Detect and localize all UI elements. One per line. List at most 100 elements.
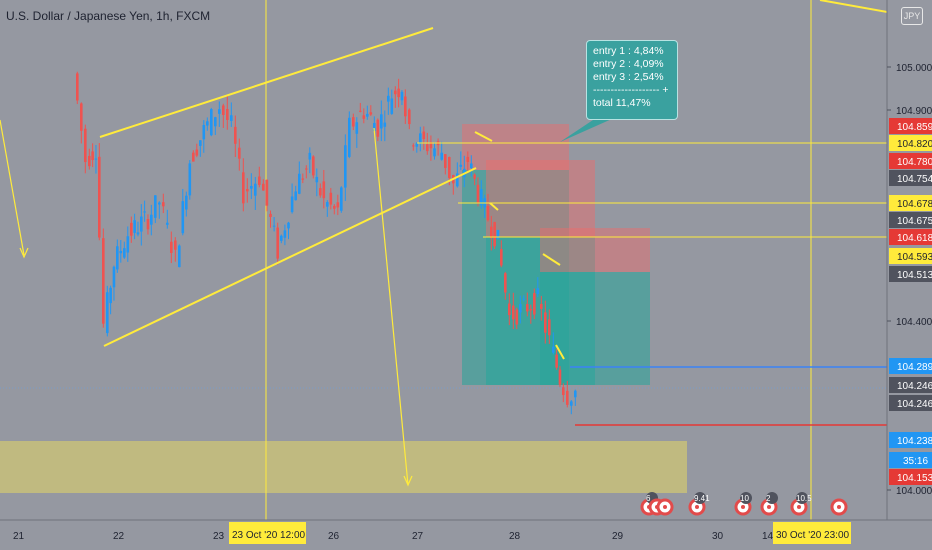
candle-body: [170, 241, 173, 253]
time-label-bg: [229, 522, 306, 544]
candle-body: [496, 230, 500, 240]
stop-zone-2: [486, 160, 595, 237]
candle-body: [369, 112, 373, 115]
candle-body: [158, 202, 161, 205]
note-line-separator: ------------------- +: [593, 84, 669, 96]
candle-body: [178, 245, 181, 268]
candle-body: [448, 157, 451, 179]
candle-body: [195, 149, 199, 156]
price-label-bg: [889, 212, 932, 228]
price-label: 104.678: [897, 199, 932, 210]
candle-body: [301, 178, 305, 180]
candle-body: [408, 109, 411, 125]
candle-body: [322, 181, 326, 199]
note-line-entry-3: entry 3 : 2,54%: [593, 71, 664, 83]
candle-body: [130, 222, 133, 236]
candle-body: [262, 183, 265, 191]
x-tick-label: 26: [328, 531, 340, 542]
candle-body: [272, 225, 276, 227]
price-label: 104.153: [897, 473, 932, 484]
price-label-bg: [889, 135, 932, 151]
marker-dash-2: [489, 202, 499, 211]
candle-body: [555, 354, 558, 368]
price-label-bg: [889, 358, 932, 374]
candle-body: [80, 103, 83, 131]
down-arrow-head: [403, 475, 413, 487]
candle-body: [352, 117, 355, 127]
candle-body: [400, 91, 404, 101]
marker-dash-1: [474, 131, 493, 142]
event-badge: 10.5: [790, 492, 812, 516]
event-icon-dot: [695, 505, 699, 509]
event-count-bg: [694, 492, 706, 504]
currency-badge[interactable]: JPY: [901, 7, 923, 25]
entries-note[interactable]: entry 1 : 4,84% entry 2 : 4,09% entry 3 …: [586, 40, 678, 120]
price-label: 104.246: [897, 399, 932, 410]
candle-body: [102, 238, 105, 324]
candle-body: [476, 184, 480, 203]
price-label: 104.238: [897, 436, 932, 447]
candle-body: [254, 183, 257, 196]
candle-body: [294, 191, 297, 201]
candle-body: [188, 163, 192, 196]
candle-body: [504, 273, 507, 293]
note-line-entry-2: entry 2 : 4,09%: [593, 58, 664, 70]
candle-body: [214, 117, 217, 127]
candle-body: [265, 179, 269, 206]
candle-body: [106, 292, 109, 334]
candle-body: [210, 109, 213, 136]
y-tick-label: 105.000: [896, 63, 932, 74]
candle-body: [234, 126, 237, 144]
candle-body: [333, 205, 336, 209]
candle-body: [415, 143, 419, 147]
event-icon-dot: [767, 505, 771, 509]
event-icon-dot: [797, 505, 801, 509]
x-tick-label: 28: [509, 531, 521, 542]
event-count: 9.41: [694, 494, 710, 503]
x-tick-label: 27: [412, 531, 424, 542]
stop-zone-3: [540, 228, 650, 272]
candle-body: [508, 303, 511, 316]
left-arrow-line: [0, 119, 25, 256]
price-label: 104.859: [897, 122, 932, 133]
candle-body: [533, 293, 536, 315]
x-tick-label: 23: [213, 531, 225, 542]
candle-body: [226, 109, 229, 120]
candle-body: [373, 122, 376, 131]
price-label: 35:16: [903, 456, 928, 467]
y-tick-label: 104.000: [896, 486, 932, 497]
candle-body: [515, 309, 519, 325]
price-label-bg: [889, 195, 932, 211]
marker-dash-4: [555, 344, 565, 360]
candle-body: [486, 206, 490, 221]
price-label: 104.618: [897, 233, 932, 244]
candle-body: [466, 156, 470, 162]
price-label-bg: [889, 170, 932, 186]
candle-body: [433, 148, 436, 157]
candle-body: [143, 211, 146, 213]
candle-body: [522, 298, 526, 300]
candle-body: [116, 246, 119, 270]
candle-body: [287, 222, 290, 229]
x-tick-label: 29: [612, 531, 624, 542]
candle-body: [344, 145, 347, 188]
candle-body: [202, 125, 206, 140]
candle-body: [88, 155, 91, 167]
candle-body: [181, 201, 185, 234]
price-label: 104.675: [897, 216, 932, 227]
price-label-bg: [889, 452, 932, 468]
candle-body: [394, 90, 397, 95]
x-tick-label: 14: [762, 531, 774, 542]
candle-body: [308, 152, 312, 160]
event-icon-dot: [663, 505, 667, 509]
candle-body: [570, 401, 573, 406]
candle-body: [490, 226, 493, 238]
candle-body: [146, 219, 150, 230]
price-label-bg: [889, 229, 932, 245]
price-label-bg: [889, 153, 932, 169]
candle-body: [76, 73, 79, 101]
candle-body: [544, 312, 547, 333]
candle-body: [387, 95, 390, 102]
